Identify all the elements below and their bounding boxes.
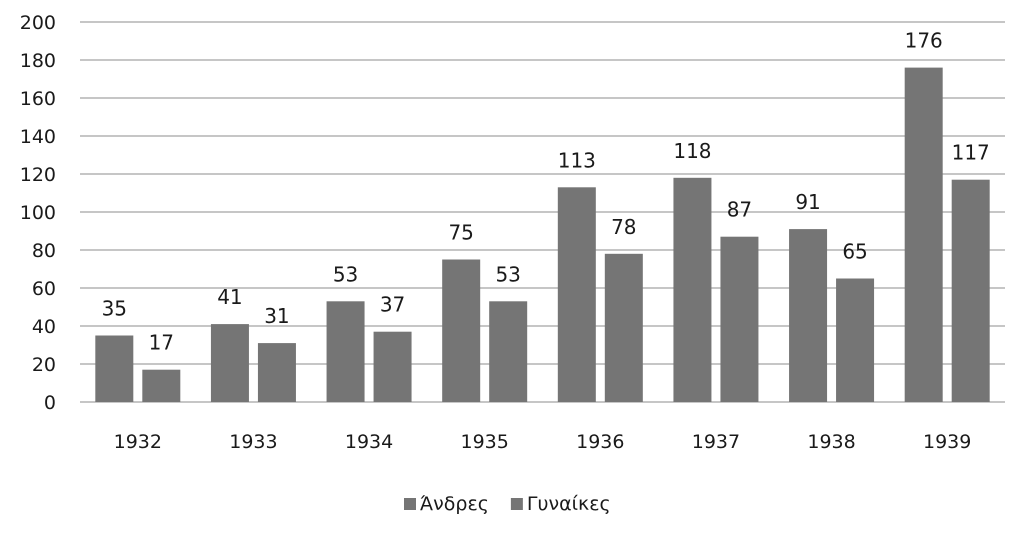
x-tick-label: 1934 <box>345 431 393 453</box>
legend-label: Γυναίκες <box>527 493 611 515</box>
bar <box>442 259 481 402</box>
y-tick-label: 160 <box>20 88 56 110</box>
data-label: 78 <box>611 215 636 239</box>
data-label: 65 <box>842 240 867 264</box>
legend-swatch <box>404 498 416 510</box>
bar <box>210 324 249 402</box>
bar <box>489 301 528 402</box>
data-label: 17 <box>149 331 174 355</box>
x-tick-label: 1937 <box>692 431 740 453</box>
legend: Άνδρες Γυναίκες <box>404 493 611 515</box>
data-label: 53 <box>333 262 358 286</box>
x-tick-label: 1938 <box>807 431 855 453</box>
bar <box>789 229 828 402</box>
data-label: 75 <box>448 221 473 245</box>
data-label: 118 <box>673 139 711 163</box>
y-axis-ticks: 0 20 40 60 80 100 120 140 160 180 200 <box>20 12 56 414</box>
bar <box>904 67 943 402</box>
bars <box>95 67 990 402</box>
x-tick-label: 1935 <box>461 431 509 453</box>
x-tick-label: 1939 <box>923 431 971 453</box>
data-label: 87 <box>727 198 752 222</box>
x-tick-label: 1933 <box>229 431 277 453</box>
y-tick-label: 140 <box>20 126 56 148</box>
bar <box>142 369 181 402</box>
data-label: 35 <box>102 297 127 321</box>
data-label: 41 <box>217 285 242 309</box>
data-label: 53 <box>495 262 520 286</box>
y-tick-label: 200 <box>20 12 56 34</box>
bar <box>373 331 412 402</box>
bar <box>326 301 365 402</box>
bar <box>836 278 875 402</box>
y-tick-label: 20 <box>32 354 56 376</box>
y-tick-label: 60 <box>32 278 56 300</box>
bar <box>720 236 759 402</box>
data-labels: 35 17 41 31 53 37 75 53 113 78 118 87 91 65 176 117 <box>102 29 990 355</box>
bar <box>604 253 643 402</box>
y-tick-label: 100 <box>20 202 56 224</box>
bar <box>557 187 596 402</box>
x-tick-label: 1936 <box>576 431 624 453</box>
x-axis-ticks: 1932 1933 1934 1935 1936 1937 1938 1939 <box>114 431 972 453</box>
y-tick-label: 120 <box>20 164 56 186</box>
data-label: 31 <box>264 304 289 328</box>
data-label: 37 <box>380 293 405 317</box>
y-tick-label: 80 <box>32 240 56 262</box>
data-label: 117 <box>952 141 990 165</box>
data-label: 176 <box>905 29 943 53</box>
data-label: 91 <box>795 190 820 214</box>
y-tick-label: 0 <box>44 392 56 414</box>
bar <box>673 177 712 402</box>
x-tick-label: 1932 <box>114 431 162 453</box>
bar <box>257 343 296 402</box>
y-tick-label: 180 <box>20 50 56 72</box>
legend-swatch <box>510 498 523 510</box>
data-label: 113 <box>558 148 596 172</box>
legend-label: Άνδρες <box>420 493 489 515</box>
bar <box>951 179 990 402</box>
bar <box>95 335 134 402</box>
y-tick-label: 40 <box>32 316 56 338</box>
